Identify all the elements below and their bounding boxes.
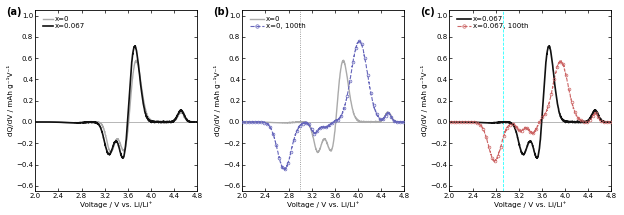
Text: (b): (b) xyxy=(213,7,229,17)
Legend: x=0, x=0, 100th: x=0, x=0, 100th xyxy=(249,15,306,30)
X-axis label: Voltage / V vs. Li/Li⁺: Voltage / V vs. Li/Li⁺ xyxy=(494,201,567,208)
Text: (c): (c) xyxy=(420,7,435,17)
Y-axis label: dQ/dV / mAh g⁻¹V⁻¹: dQ/dV / mAh g⁻¹V⁻¹ xyxy=(421,65,428,136)
Y-axis label: dQ/dV / mAh g⁻¹V⁻¹: dQ/dV / mAh g⁻¹V⁻¹ xyxy=(214,65,221,136)
Y-axis label: dQ/dV / mAh g⁻¹V⁻¹: dQ/dV / mAh g⁻¹V⁻¹ xyxy=(7,65,14,136)
X-axis label: Voltage / V vs. Li/Li⁺: Voltage / V vs. Li/Li⁺ xyxy=(80,201,152,208)
Text: (a): (a) xyxy=(6,7,22,17)
Legend: x=0, x=0.067: x=0, x=0.067 xyxy=(42,15,86,30)
X-axis label: Voltage / V vs. Li/Li⁺: Voltage / V vs. Li/Li⁺ xyxy=(287,201,359,208)
Legend: x=0.067, x=0.067, 100th: x=0.067, x=0.067, 100th xyxy=(456,15,529,30)
